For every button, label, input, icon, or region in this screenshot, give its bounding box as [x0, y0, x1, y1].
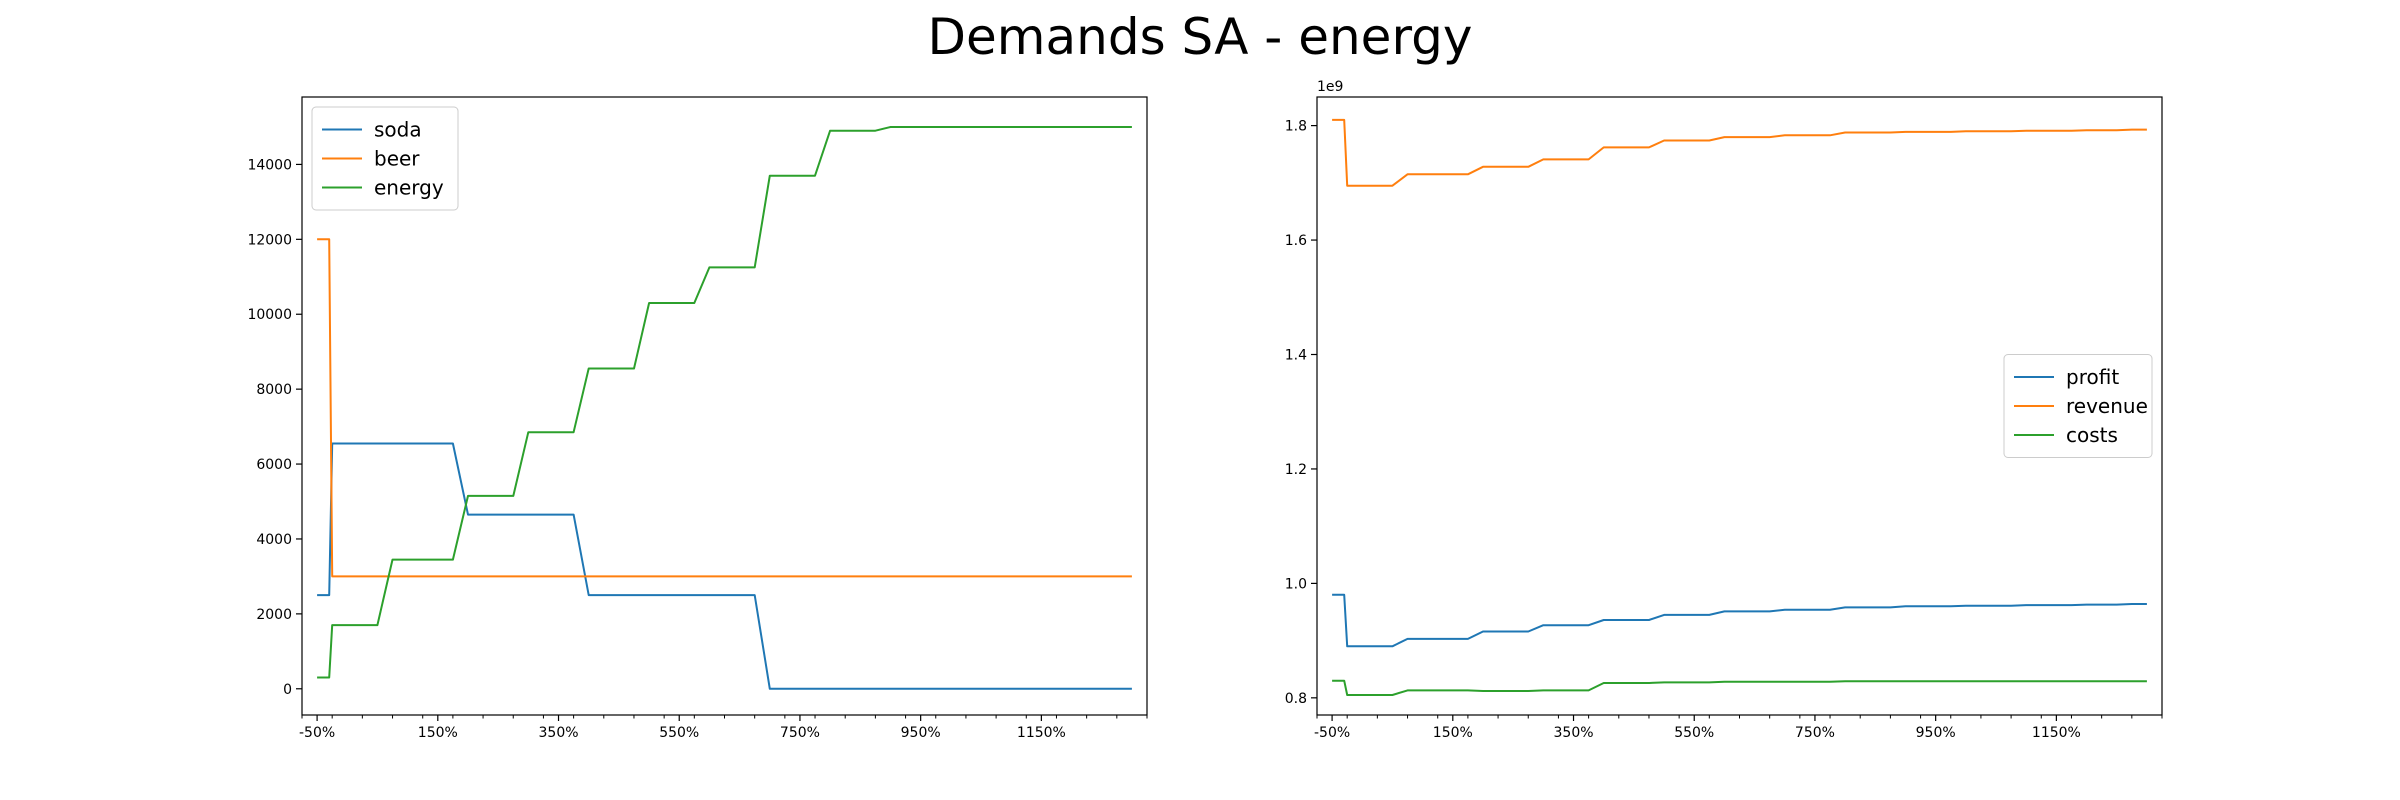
- x-tick-label: 750%: [780, 725, 820, 741]
- demands-line-chart: -50% 150% 350% 550% 750% 950% 1150% 0 2000 4000 60…: [247, 96, 1148, 741]
- x-tick-label: 550%: [1674, 725, 1714, 741]
- x-tick-label: 350%: [1554, 725, 1594, 741]
- series-line-revenue: [1332, 118, 2147, 187]
- x-tick-label: 150%: [1433, 725, 1473, 741]
- y-tick-label: 10000: [247, 307, 292, 323]
- legend-label-revenue: revenue: [2066, 394, 2148, 418]
- series-line-beer: [317, 238, 1132, 578]
- legend-label-profit: profit: [2066, 365, 2119, 389]
- legend-label-soda: soda: [374, 118, 422, 142]
- y-tick-label: 0: [283, 682, 292, 698]
- y-tick-label: 1.4: [1285, 348, 1307, 364]
- legend-label-energy: energy: [374, 176, 444, 200]
- x-tick-label: -50%: [299, 725, 335, 741]
- y-tick-label: 6000: [256, 457, 292, 473]
- y-tick-label: 14000: [247, 157, 292, 173]
- financials-line-chart: -50% 150% 350% 550% 750% 950% 1150% 0.8 1.0 1.2 1.…: [1285, 79, 2163, 741]
- legend: soda beer energy: [311, 106, 459, 211]
- y-tick-label: 0.8: [1285, 691, 1307, 707]
- legend-frame: [311, 106, 459, 211]
- y-tick-label: 8000: [256, 382, 292, 398]
- y-tick-label: 1.8: [1285, 119, 1307, 135]
- x-tick-label: 150%: [418, 725, 458, 741]
- legend-label-costs: costs: [2066, 423, 2118, 447]
- series-line-costs: [1332, 679, 2147, 696]
- x-tick-label: 550%: [659, 725, 699, 741]
- x-tick-label: 750%: [1795, 725, 1835, 741]
- y-tick-label: 12000: [247, 232, 292, 248]
- y-tick-label: 4000: [256, 532, 292, 548]
- x-tick-label: 950%: [901, 725, 941, 741]
- x-tick-label: 950%: [1916, 725, 1956, 741]
- x-tick-label: 1150%: [2032, 725, 2081, 741]
- legend-frame: [2003, 354, 2153, 458]
- series-line-soda: [317, 442, 1132, 690]
- y-tick-label: 1.6: [1285, 233, 1307, 249]
- y-tick-label: 1.2: [1285, 462, 1307, 478]
- figure-title: Demands SA - energy: [928, 8, 1473, 66]
- y-tick-label: 2000: [256, 607, 292, 623]
- series-line-energy: [317, 126, 1132, 679]
- x-tick-label: 350%: [539, 725, 579, 741]
- x-tick-label: 1150%: [1017, 725, 1066, 741]
- series-line-profit: [1332, 593, 2147, 648]
- y-offset-label: 1e9: [1317, 79, 1343, 95]
- y-tick-label: 1.0: [1285, 576, 1307, 592]
- legend-label-beer: beer: [374, 147, 420, 171]
- x-tick-label: -50%: [1314, 725, 1350, 741]
- legend: profit revenue costs: [2003, 354, 2153, 458]
